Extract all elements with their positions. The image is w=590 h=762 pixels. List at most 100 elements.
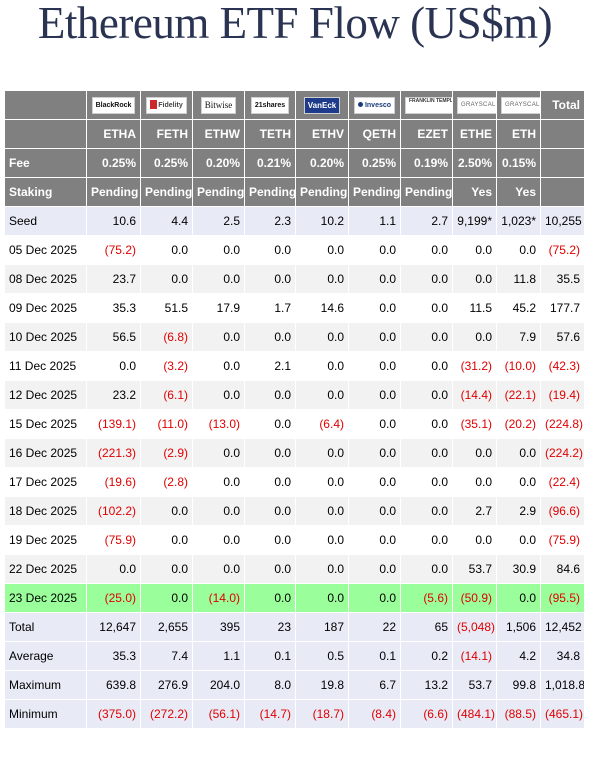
fee-ethe: 2.50% [452,148,497,178]
row-label: Minimum [4,699,87,729]
flow-cell-total: (96.6) [540,496,585,526]
flow-cell-ezet: 0.0 [400,554,453,584]
flow-cell-feth: 0.0 [140,235,193,265]
fee-qeth: 0.25% [348,148,401,178]
flow-cell-ethe: 0.0 [452,525,497,555]
flow-cell-etha: (75.2) [86,235,141,265]
flow-cell-teth: 0.0 [244,467,296,497]
flow-cell-eth: 99.8 [496,670,541,700]
flow-cell-ezet: (6.6) [400,699,453,729]
page-title: Ethereum ETF Flow (US$m) [37,0,553,48]
flow-cell-qeth: 1.1 [348,206,401,236]
flow-cell-total: (224.8) [540,409,585,439]
flow-cell-ethv: 14.6 [295,293,349,323]
invesco-logo: Invesco [353,96,396,114]
ticker-total-empty [540,119,585,149]
flow-cell-total: 34.8 [540,641,585,671]
flow-cell-total: (22.4) [540,467,585,497]
table-row: 15 Dec 2025 (139.1) (11.0) (13.0) 0.0 (6.4) 0.… [4,409,585,439]
flow-cell-etha: (102.2) [86,496,141,526]
flow-cell-ezet: 0.0 [400,380,453,410]
flow-cell-ezet: 13.2 [400,670,453,700]
flow-cell-ethw: 204.0 [192,670,245,700]
flow-cell-qeth: 0.1 [348,641,401,671]
flow-cell-qeth: 0.0 [348,438,401,468]
flow-cell-qeth: 0.0 [348,525,401,555]
ticker-ethe: ETHE [452,119,497,149]
flow-cell-total: 1,018.8 [540,670,585,700]
row-label: 17 Dec 2025 [4,467,87,497]
flow-cell-ezet: 0.0 [400,351,453,381]
flow-cell-etha: 23.7 [86,264,141,294]
flow-cell-qeth: 0.0 [348,293,401,323]
flow-cell-ethe: (14.4) [452,380,497,410]
flow-cell-eth: 0.0 [496,467,541,497]
flow-cell-etha: 56.5 [86,322,141,352]
flow-cell-eth: 0.0 [496,525,541,555]
flow-cell-ethv: 0.5 [295,641,349,671]
vaneck-logo-cell: VanEck [295,90,349,120]
ticker-teth: TETH [244,119,296,149]
flow-cell-qeth: 0.0 [348,554,401,584]
fee-total-empty [540,148,585,178]
flow-cell-eth: (20.2) [496,409,541,439]
fee-etha: 0.25% [86,148,141,178]
21shares-logo-cell: 21shares [244,90,296,120]
flow-cell-total: 10,255 [540,206,585,236]
flow-cell-qeth: 6.7 [348,670,401,700]
table-row: 11 Dec 2025 0.0 (3.2) 0.0 2.1 0.0 0.0 0.0 (31.2)… [4,351,585,381]
flow-cell-eth: 1,023* [496,206,541,236]
flow-cell-ethv: 0.0 [295,496,349,526]
ticker-ethv: ETHV [295,119,349,149]
flow-cell-feth: 0.0 [140,554,193,584]
flow-cell-eth: 30.9 [496,554,541,584]
flow-cell-total: 12,452 [540,612,585,642]
flow-cell-feth: (272.2) [140,699,193,729]
flow-cell-total: 35.5 [540,264,585,294]
flow-cell-qeth: 0.0 [348,380,401,410]
flow-cell-teth: 23 [244,612,296,642]
staking-row: Staking Pending Pending Pending Pending Pend… [4,177,585,207]
flow-cell-ethe: (35.1) [452,409,497,439]
flow-cell-total: (42.3) [540,351,585,381]
flow-cell-feth: (6.1) [140,380,193,410]
row-label: 18 Dec 2025 [4,496,87,526]
flow-cell-eth: 45.2 [496,293,541,323]
row-label: 23 Dec 2025 [4,583,87,613]
fee-ezet: 0.19% [400,148,453,178]
flow-cell-teth: 8.0 [244,670,296,700]
flow-cell-feth: 2,655 [140,612,193,642]
staking-label: Staking [4,177,87,207]
flow-cell-feth: (2.8) [140,467,193,497]
flow-cell-teth: 0.0 [244,438,296,468]
table-row: 09 Dec 2025 35.3 51.5 17.9 1.7 14.6 0.0 0.0 11.5… [4,293,585,323]
fee-ethw: 0.20% [192,148,245,178]
flow-cell-teth: 0.0 [244,235,296,265]
row-label: 12 Dec 2025 [4,380,87,410]
flow-cell-etha: 0.0 [86,351,141,381]
flow-cell-ethv: 0.0 [295,264,349,294]
flow-cell-ethe: 0.0 [452,322,497,352]
flow-cell-feth: 0.0 [140,496,193,526]
ticker-eth: ETH [496,119,541,149]
staking-qeth: Pending [348,177,401,207]
flow-cell-qeth: 22 [348,612,401,642]
flow-cell-teth: 1.7 [244,293,296,323]
franklin-templeton-logo: FRANKLIN TEMPLETON [405,96,452,114]
ticker-row-label [4,119,87,149]
flow-cell-ethe: 9,199* [452,206,497,236]
table-row: 17 Dec 2025 (19.6) (2.8) 0.0 0.0 0.0 0.0 0.0 0.0… [4,467,585,497]
flow-cell-ezet: (5.6) [400,583,453,613]
flow-cell-ethe: (31.2) [452,351,497,381]
flow-cell-qeth: 0.0 [348,467,401,497]
row-label: 16 Dec 2025 [4,438,87,468]
flow-cell-eth: 0.0 [496,438,541,468]
table-row: Average 35.3 7.4 1.1 0.1 0.5 0.1 0.2 (14.1) 4.2 34… [4,641,585,671]
row-label: 11 Dec 2025 [4,351,87,381]
flow-cell-teth: 0.0 [244,380,296,410]
staking-eth: Yes [496,177,541,207]
franklin-logo-cell: FRANKLIN TEMPLETON [400,90,453,120]
flow-cell-eth: 0.0 [496,235,541,265]
flow-cell-feth: 0.0 [140,264,193,294]
flow-cell-ethw: 395 [192,612,245,642]
